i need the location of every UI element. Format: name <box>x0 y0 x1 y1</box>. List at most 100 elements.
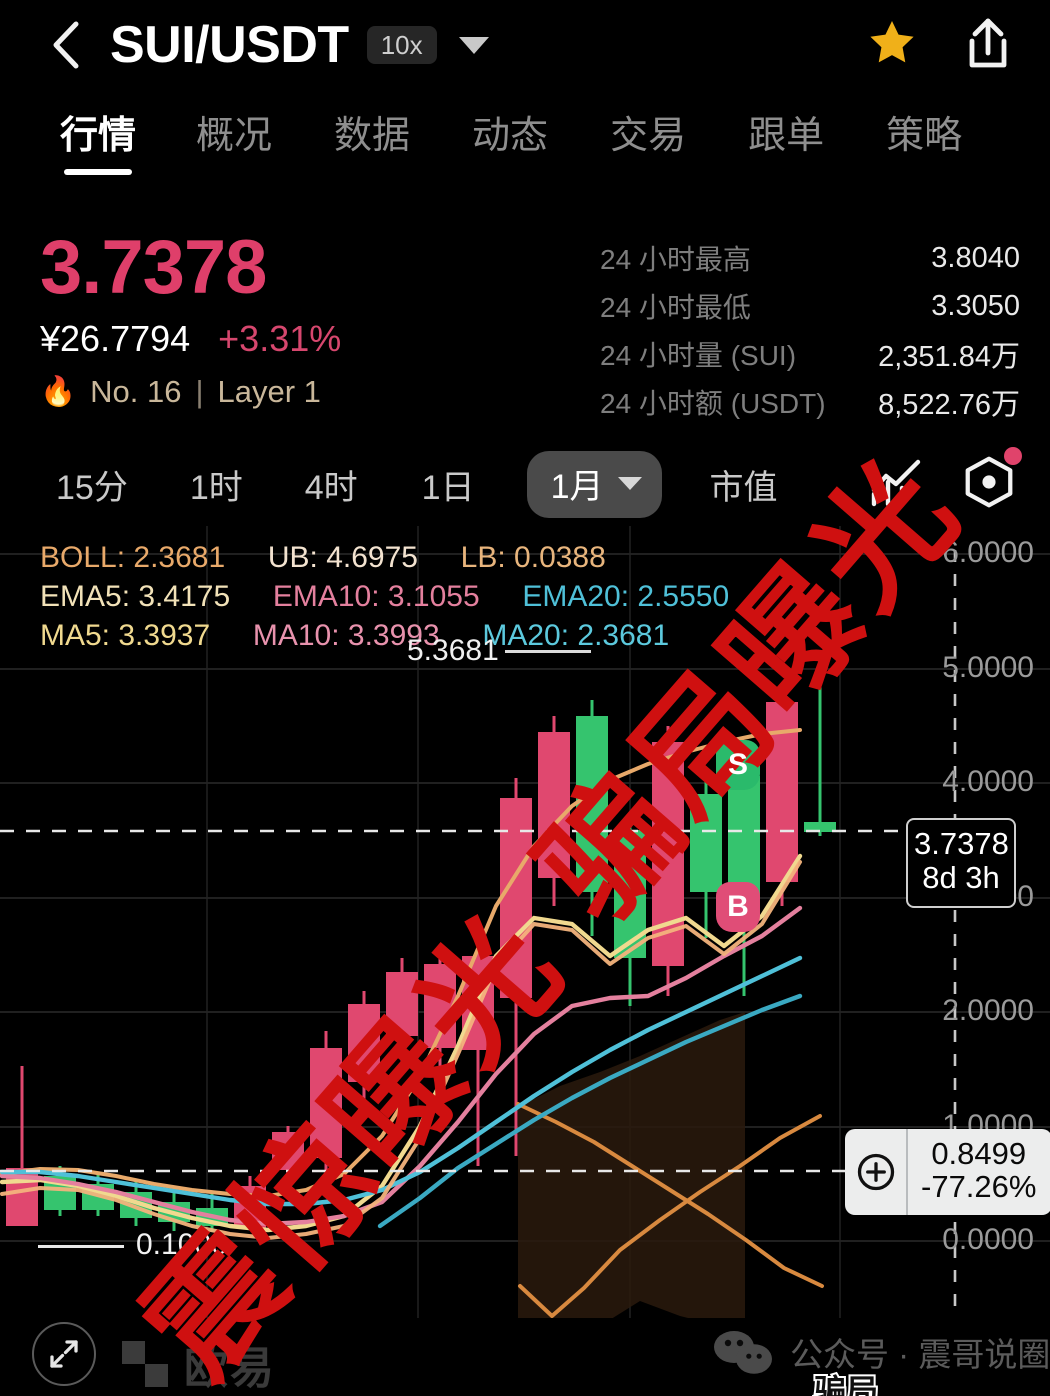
low-price-pct: -77.26% <box>921 1169 1037 1205</box>
legend-lb-value: 0.0388 <box>514 541 606 574</box>
y-axis-label: 5.0000 <box>942 651 1034 684</box>
legend-boll-key: BOLL: <box>40 541 126 574</box>
price-subrow: ¥26.7794 +3.31% <box>40 318 341 360</box>
tab-strategy[interactable]: 策略 <box>886 115 963 157</box>
low-price-tag[interactable]: 0.8499 -77.26% <box>845 1129 1050 1215</box>
stat-label: 24 小时量 (SUI) <box>600 340 797 371</box>
legend-ma10-key: MA10: <box>252 619 340 652</box>
legend-ub-key: UB: <box>267 541 318 574</box>
price-panel: 3.7378 ¥26.7794 +3.31% 🔥 No. 16 | Layer … <box>0 216 1050 421</box>
expand-arrows-icon[interactable] <box>32 1322 96 1386</box>
stat-row: 24 小时额 (USDT) 8,522.76万 <box>600 378 1020 426</box>
timeframe-1d[interactable]: 1日 <box>421 468 475 507</box>
indicator-legend: BOLL: 2.3681 UB: 4.6975 LB: 0.0388 EMA5:… <box>40 538 729 655</box>
notification-badge-dot <box>1004 446 1022 465</box>
tab-trade[interactable]: 交易 <box>610 115 687 157</box>
y-axis-label: 6.0000 <box>942 536 1034 569</box>
plus-circle-icon[interactable] <box>845 1129 907 1215</box>
legend-ub-value: 4.6975 <box>326 541 418 574</box>
chart-low-label: 0.1000 <box>136 1228 228 1261</box>
legend-ema5-value: 3.4175 <box>138 580 231 613</box>
chart-high-leader-line <box>505 650 591 653</box>
legend-ma20-value: 2.3681 <box>577 619 670 652</box>
sell-marker-label: S <box>727 748 748 781</box>
site-watermark: JM 骗局揭秘网 Esee.top <box>760 1366 1050 1396</box>
legend-ema20-key: EMA20: <box>522 580 630 613</box>
share-icon[interactable] <box>962 15 1014 76</box>
asset-category: Layer 1 <box>217 374 321 409</box>
stat-value: 2,351.84万 <box>878 341 1020 373</box>
legend-ma10-value: 3.3993 <box>347 619 440 652</box>
sell-signal-marker[interactable]: S <box>716 740 760 790</box>
stat-label: 24 小时额 (USDT) <box>600 388 826 419</box>
buy-marker-label: B <box>727 890 749 923</box>
timeframe-selected[interactable]: 1月 <box>526 450 662 518</box>
price-change-pct: +3.31% <box>218 318 342 359</box>
stats-list: 24 小时最高 3.8040 24 小时最低 3.3050 24 小时量 (SU… <box>600 234 1020 426</box>
stat-label: 24 小时最低 <box>600 292 751 323</box>
low-price-values: 0.8499 -77.26% <box>907 1129 1050 1215</box>
stat-row: 24 小时量 (SUI) 2,351.84万 <box>600 330 1020 378</box>
app-header: SUI/USDT 10x <box>0 0 1050 90</box>
buy-marker-shape <box>716 882 760 932</box>
timeframe-1h[interactable]: 1时 <box>189 468 243 507</box>
main-tabs: 行情 概况 数据 动态 交易 跟单 策略 <box>0 104 1050 194</box>
stat-row: 24 小时最低 3.3050 <box>600 282 1020 330</box>
wechat-icon <box>714 1331 772 1374</box>
line-chart-icon[interactable] <box>868 456 924 513</box>
sell-marker-shape <box>716 740 760 790</box>
tab-news[interactable]: 动态 <box>472 115 549 157</box>
legend-line-ema: EMA5: 3.4175 EMA10: 3.1055 EMA20: 2.5550 <box>40 577 729 616</box>
fiat-price: ¥26.7794 <box>40 318 191 359</box>
legend-ema20-value: 2.5550 <box>637 580 730 613</box>
y-axis-label: 4.0000 <box>942 765 1034 798</box>
legend-ema10-key: EMA10: <box>272 580 380 613</box>
current-price-value: 3.7378 <box>914 826 1009 861</box>
wechat-watermark-text: 公众号 · 震哥说圈 <box>790 1336 1050 1373</box>
y-axis-label: 0.0000 <box>942 1223 1034 1256</box>
rank-separator: | <box>195 374 204 409</box>
low-tag-divider <box>906 1129 908 1215</box>
timeframe-selected-label: 1月 <box>550 467 604 506</box>
caret-down-icon <box>617 476 642 490</box>
stat-row: 24 小时最高 3.8040 <box>600 234 1020 282</box>
legend-ma5-key: MA5: <box>40 619 111 652</box>
chevron-down-icon[interactable] <box>458 36 489 54</box>
back-icon[interactable] <box>42 21 88 69</box>
leverage-badge[interactable]: 10x <box>366 26 437 64</box>
candlestick-chart[interactable]: BOLL: 2.3681 UB: 4.6975 LB: 0.0388 EMA5:… <box>0 526 1050 1318</box>
okx-logo-icon: 欧易 <box>122 1332 276 1396</box>
timeframe-4h[interactable]: 4时 <box>304 468 358 507</box>
star-icon[interactable] <box>864 16 920 75</box>
legend-ma20-key: MA20: <box>482 619 570 652</box>
tab-overview[interactable]: 概况 <box>196 115 273 157</box>
stat-label: 24 小时最高 <box>600 244 751 275</box>
tab-market[interactable]: 行情 <box>60 104 136 175</box>
flame-icon: 🔥 <box>40 376 77 408</box>
chart-footer: 欧易 公众号 · 震哥说圈 JM 骗局揭秘网 Esee.top <box>0 1318 1050 1396</box>
legend-line-boll: BOLL: 2.3681 UB: 4.6975 LB: 0.0388 <box>40 538 729 577</box>
last-price: 3.7378 <box>40 225 267 310</box>
low-price-value: 0.8499 <box>931 1136 1027 1171</box>
current-price-tag: 3.7378 8d 3h <box>906 818 1016 908</box>
buy-signal-marker[interactable]: B <box>716 882 760 932</box>
site-badge-text: 骗局揭秘网 <box>812 1371 880 1396</box>
tab-copytrade[interactable]: 跟单 <box>748 115 825 157</box>
okx-mark <box>122 1341 168 1387</box>
page-title: SUI/USDT <box>110 16 349 74</box>
legend-boll-value: 2.3681 <box>133 541 226 574</box>
okx-brand-label: 欧易 <box>184 1344 276 1393</box>
stat-value: 3.8040 <box>931 241 1020 274</box>
chart-high-label: 5.3681 <box>407 634 499 667</box>
stat-value: 3.3050 <box>931 289 1020 322</box>
rank-row[interactable]: 🔥 No. 16 | Layer 1 <box>40 374 321 410</box>
market-cap-tab[interactable]: 市值 <box>709 468 778 507</box>
stat-value: 8,522.76万 <box>878 389 1020 421</box>
timeframe-15m[interactable]: 15分 <box>56 468 128 507</box>
tab-data[interactable]: 数据 <box>334 115 411 157</box>
indicator-hexagon-icon[interactable] <box>960 446 1022 516</box>
legend-lb-key: LB: <box>460 541 506 574</box>
wechat-watermark: 公众号 · 震哥说圈 <box>712 1328 1050 1376</box>
market-rank: No. 16 <box>90 374 182 409</box>
